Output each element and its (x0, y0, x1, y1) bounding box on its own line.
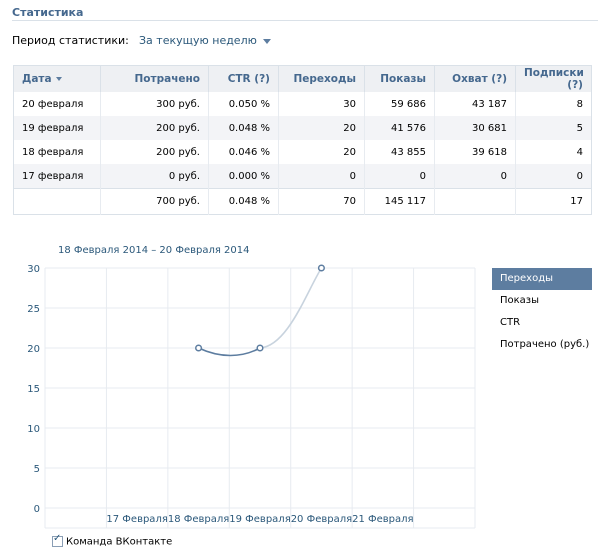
col-header-subscriptions[interactable]: Подписки (?) (515, 65, 592, 92)
cell-date: 20 февраля (22, 98, 84, 110)
y-tick-label: 0 (34, 504, 40, 515)
period-label: Период статистики: (12, 34, 129, 47)
title-divider (12, 20, 598, 21)
cell-spent: 200 руб. (100, 116, 209, 140)
cell-clicks: 20 (278, 116, 365, 140)
legend-item-impressions[interactable]: Показы (500, 295, 540, 306)
chart-legend: Переходы Показы CTR Потрачено (руб.) (492, 268, 592, 356)
chart-date-range: 18 Февраля 2014 – 20 Февраля 2014 (58, 245, 250, 256)
total-clicks: 70 (278, 188, 365, 215)
chevron-down-icon (262, 38, 271, 44)
cell-impressions: 41 576 (364, 116, 435, 140)
cell-ctr: 0.046 % (208, 140, 279, 164)
col-header-reach[interactable]: Охват (?) (434, 65, 516, 92)
table-header-row: Дата Потрачено CTR (?) Переходы Показы О… (13, 65, 592, 92)
data-point (195, 344, 203, 352)
stats-chart: 0 5 10 15 20 25 30 17 Февраля 18 Февраля 19 Февра… (27, 264, 476, 529)
cell-clicks: 0 (278, 164, 365, 189)
y-tick-label: 30 (27, 264, 40, 275)
y-tick-label: 20 (27, 344, 40, 355)
cell-spent: 300 руб. (100, 92, 209, 116)
cell-impressions: 0 (364, 164, 435, 189)
x-tick-label: 19 Февраля (229, 514, 290, 525)
table-row: 17 февраля 0 руб. 0.000 % 0 0 0 0 (13, 164, 592, 189)
y-tick-label: 25 (27, 304, 40, 315)
cell-date: 17 февраля (13, 164, 101, 189)
total-spent: 700 руб. (100, 188, 209, 215)
checkbox-label: Команда ВКонтакте (66, 536, 173, 548)
col-header-impressions[interactable]: Показы (364, 65, 435, 92)
col-header-date[interactable]: Дата (13, 65, 101, 92)
legend-item-clicks[interactable]: Переходы (492, 268, 592, 290)
team-checkbox-row[interactable]: Команда ВКонтакте (52, 533, 173, 548)
y-tick-label: 15 (27, 384, 40, 395)
total-subscriptions: 17 (515, 188, 592, 215)
cell-subscriptions: 8 (515, 92, 592, 116)
x-tick-label: 17 Февраля (106, 514, 167, 525)
cell-reach: 43 187 (434, 92, 516, 116)
checkbox[interactable] (52, 533, 63, 547)
cell-clicks: 20 (278, 140, 365, 164)
legend-item-ctr[interactable]: CTR (500, 317, 521, 328)
sort-down-icon (55, 77, 62, 81)
cell-date: 19 февраля (13, 116, 101, 140)
page-title: Статистика (12, 6, 84, 19)
cell-reach: 39 618 (434, 140, 516, 164)
cell-reach: 30 681 (434, 116, 516, 140)
cell-ctr: 0.000 % (208, 164, 279, 189)
table-total-row: 700 руб. 0.048 % 70 145 117 17 (13, 188, 592, 215)
total-ctr: 0.048 % (208, 188, 279, 215)
cell-subscriptions: 4 (515, 140, 592, 164)
stats-table: Дата Потрачено CTR (?) Переходы Показы О… (13, 65, 592, 215)
y-tick-label: 5 (34, 464, 40, 475)
table-row: 20 февраля 300 руб. 0.050 % 30 59 686 43… (14, 92, 592, 116)
series-line (198, 347, 261, 357)
legend-item-spent[interactable]: Потрачено (руб.) (500, 339, 590, 350)
data-point (256, 344, 264, 352)
table-row: 19 февраля 200 руб. 0.048 % 20 41 576 30… (13, 116, 592, 140)
cell-impressions: 43 855 (364, 140, 435, 164)
cell-spent: 0 руб. (100, 164, 209, 189)
y-tick-label: 10 (27, 424, 40, 435)
cell-clicks: 30 (278, 92, 365, 116)
cell-ctr: 0.048 % (208, 116, 279, 140)
series-line (259, 267, 323, 349)
col-header-clicks[interactable]: Переходы (278, 65, 365, 92)
total-impressions: 145 117 (364, 188, 435, 215)
x-tick-label: 20 Февраля (291, 514, 352, 525)
data-point (317, 264, 325, 272)
cell-ctr: 0.050 % (208, 92, 279, 116)
cell-spent: 200 руб. (100, 140, 209, 164)
total-reach (434, 188, 516, 215)
period-dropdown[interactable]: За текущую неделю (139, 34, 271, 47)
cell-subscriptions: 0 (515, 164, 592, 189)
cell-subscriptions: 5 (515, 116, 592, 140)
cell-reach: 0 (434, 164, 516, 189)
x-tick-label: 21 Февраля (352, 514, 413, 525)
x-tick-label: 18 Февраля (168, 514, 229, 525)
cell-date: 18 февраля (22, 146, 84, 158)
total-date (13, 188, 101, 215)
period-dropdown-value: За текущую неделю (139, 34, 257, 47)
col-header-spent[interactable]: Потрачено (100, 65, 209, 92)
cell-impressions: 59 686 (364, 92, 435, 116)
table-row: 18 февраля 200 руб. 0.046 % 20 43 855 39… (14, 140, 592, 164)
col-header-ctr[interactable]: CTR (?) (208, 65, 279, 92)
